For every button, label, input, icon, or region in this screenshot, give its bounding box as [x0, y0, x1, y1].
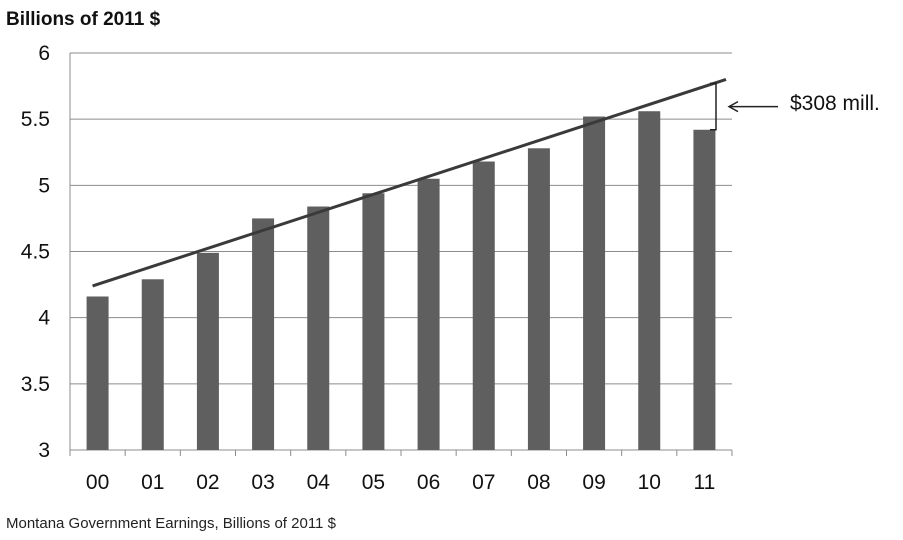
x-tick-label: 08 — [527, 471, 550, 494]
bar — [527, 148, 550, 450]
trend-line — [92, 78, 727, 288]
arrow-head — [727, 100, 739, 113]
bar — [196, 252, 219, 450]
bar — [583, 116, 606, 451]
x-tick-label: 00 — [86, 471, 109, 494]
x-tick-label: 09 — [582, 471, 605, 494]
x-tick-label: 11 — [694, 471, 716, 494]
y-tick-label: 3 — [38, 439, 50, 462]
y-tick-label: 3.5 — [21, 373, 50, 396]
y-tick-label: 5.5 — [21, 108, 50, 131]
bar — [86, 296, 109, 450]
x-tick-label: 06 — [417, 471, 440, 494]
x-tick-label: 07 — [472, 471, 495, 494]
bar — [693, 129, 716, 450]
x-tick-label: 05 — [362, 471, 385, 494]
y-tick-label: 4 — [38, 307, 50, 330]
bar — [141, 279, 164, 450]
gap-annotation: $308 mill. — [790, 92, 880, 115]
gap-bracket — [710, 82, 717, 131]
y-tick-label: 5 — [38, 174, 50, 197]
annotation-arrow — [727, 100, 778, 113]
x-tick-label: 10 — [638, 471, 661, 494]
x-tick-label: 04 — [307, 471, 331, 494]
gridlines — [69, 52, 732, 451]
y-tick-label: 6 — [38, 42, 50, 65]
y-axis-label: Billions of 2011 $ — [6, 9, 161, 30]
bar — [472, 161, 495, 450]
chart-caption: Montana Government Earnings, Billions of… — [6, 515, 337, 532]
x-tick-label: 02 — [196, 471, 219, 494]
bars — [86, 111, 716, 451]
bar — [638, 111, 661, 450]
y-ticks: 3 3.5 4 4.5 5 5.5 6 — [21, 42, 51, 462]
x-tick-label: 03 — [251, 471, 274, 494]
bar — [362, 193, 385, 451]
x-tick-label: 01 — [141, 471, 164, 494]
bar — [417, 178, 440, 450]
x-ticks: 00 01 02 03 04 05 06 07 08 09 10 11 — [69, 450, 733, 494]
bar — [252, 218, 275, 450]
y-tick-label: 4.5 — [21, 241, 50, 264]
bracket — [710, 82, 717, 131]
bar — [307, 206, 330, 450]
